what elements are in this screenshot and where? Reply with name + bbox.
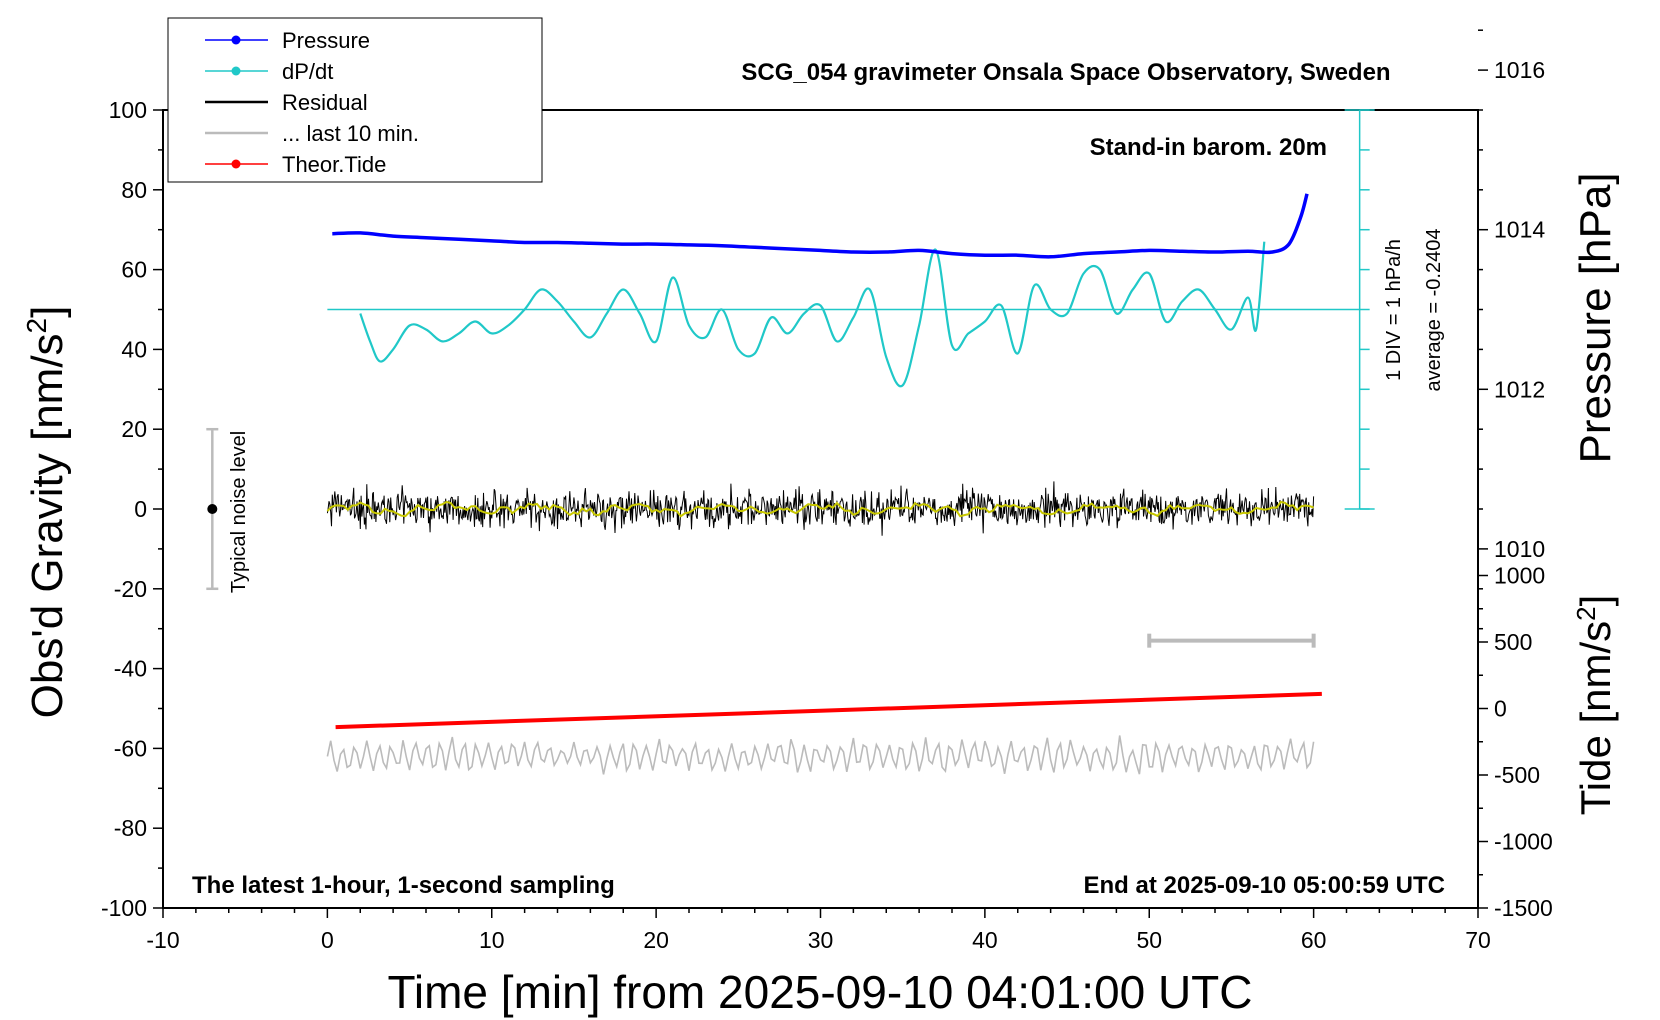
right-axis-ticks: 1010 1012 1014 1016 -1500 -1000 -500 0 500 1000 bbox=[1478, 29, 1553, 921]
left-tick-label: 20 bbox=[121, 416, 147, 442]
chart-title: SCG_054 gravimeter Onsala Space Observat… bbox=[741, 59, 1390, 86]
tide-axis-title-sup: 2 bbox=[1571, 606, 1601, 620]
x-tick-label: 10 bbox=[479, 927, 505, 953]
series-layer bbox=[326, 193, 1360, 775]
pressure-tick-label: 1012 bbox=[1494, 376, 1545, 402]
x-axis-title: Time [min] from 2025-09-10 04:01:00 UTC bbox=[388, 966, 1253, 1018]
legend-label: Theor.Tide bbox=[282, 152, 386, 177]
legend-marker bbox=[231, 35, 241, 45]
tide-tick-label: 1000 bbox=[1494, 563, 1545, 589]
residual-smooth-series bbox=[326, 500, 1314, 518]
left-tick-label: 80 bbox=[121, 177, 147, 203]
left-tick-label: -60 bbox=[114, 735, 147, 761]
left-tick-label: 60 bbox=[121, 257, 147, 283]
legend-label: Pressure bbox=[282, 28, 370, 53]
left-axis-title-sup: 2 bbox=[21, 318, 52, 334]
last-10-min-series bbox=[326, 735, 1315, 775]
stand-in-note: Stand-in barom. 20m bbox=[1090, 134, 1327, 161]
average-label: average = -0.2404 bbox=[1423, 229, 1445, 392]
legend-label: ... last 10 min. bbox=[282, 121, 419, 146]
tide-tick-label: -1500 bbox=[1494, 895, 1553, 921]
tide-tick-label: -500 bbox=[1494, 762, 1540, 788]
noise-label: Typical noise level bbox=[228, 431, 250, 593]
legend-box bbox=[167, 17, 543, 183]
x-tick-label: 70 bbox=[1465, 927, 1491, 953]
tide-tick-label: 500 bbox=[1494, 629, 1532, 655]
x-tick-label: 20 bbox=[643, 927, 669, 953]
legend-marker bbox=[231, 66, 241, 76]
legend-label: dP/dt bbox=[282, 59, 333, 84]
left-tick-label: 0 bbox=[134, 496, 147, 522]
tide-series bbox=[335, 691, 1322, 730]
left-axis-title: Obs'd Gravity [nm/s2] bbox=[21, 306, 72, 719]
tide-tick-label: -1000 bbox=[1494, 829, 1553, 855]
x-axis-ticks: -10 0 10 20 30 40 50 60 70 bbox=[146, 908, 1491, 953]
left-tick-label: 40 bbox=[121, 336, 147, 362]
left-axis-ticks: -100 -80 -60 -40 -20 0 20 40 60 80 100 bbox=[101, 97, 163, 921]
pressure-axis-title: Pressure [hPa] bbox=[1571, 172, 1620, 463]
legend-label: Residual bbox=[282, 90, 368, 115]
pressure-tick-label: 1014 bbox=[1494, 217, 1545, 243]
bottom-left-note: The latest 1-hour, 1-second sampling bbox=[192, 872, 615, 899]
x-tick-label: 30 bbox=[808, 927, 834, 953]
bottom-right-note: End at 2025-09-10 05:00:59 UTC bbox=[1084, 872, 1446, 899]
left-axis-title-end: ] bbox=[23, 306, 72, 318]
tide-axis-title: Tide [nm/s2] bbox=[1571, 595, 1619, 816]
pressure-tick-label: 1016 bbox=[1494, 57, 1545, 83]
left-tick-label: -100 bbox=[101, 895, 147, 921]
dpdt-series bbox=[359, 241, 1266, 388]
left-tick-label: -80 bbox=[114, 815, 147, 841]
residual-series bbox=[326, 481, 1315, 536]
pressure-series bbox=[332, 193, 1309, 259]
x-tick-label: -10 bbox=[146, 927, 179, 953]
left-tick-label: -40 bbox=[114, 656, 147, 682]
x-tick-label: 40 bbox=[972, 927, 998, 953]
noise-dot bbox=[207, 504, 218, 514]
pressure-tick-label: 1010 bbox=[1494, 536, 1545, 562]
tide-axis-title-main: Tide [nm/s bbox=[1572, 621, 1619, 816]
legend-marker bbox=[231, 159, 241, 169]
left-tick-label: 100 bbox=[109, 97, 147, 123]
tide-tick-label: 0 bbox=[1494, 696, 1507, 722]
tide-axis-title-end: ] bbox=[1572, 595, 1619, 607]
noise-level-indicator bbox=[206, 427, 219, 591]
left-tick-label: -20 bbox=[114, 576, 147, 602]
x-tick-label: 0 bbox=[321, 927, 334, 953]
x-tick-label: 60 bbox=[1301, 927, 1327, 953]
x-tick-label: 50 bbox=[1136, 927, 1162, 953]
legend: Pressure dP/dt Residual ... last 10 min. The… bbox=[167, 17, 543, 183]
div-label: 1 DIV = 1 hPa/h bbox=[1383, 239, 1405, 381]
left-axis-title-main: Obs'd Gravity [nm/s bbox=[23, 333, 72, 718]
